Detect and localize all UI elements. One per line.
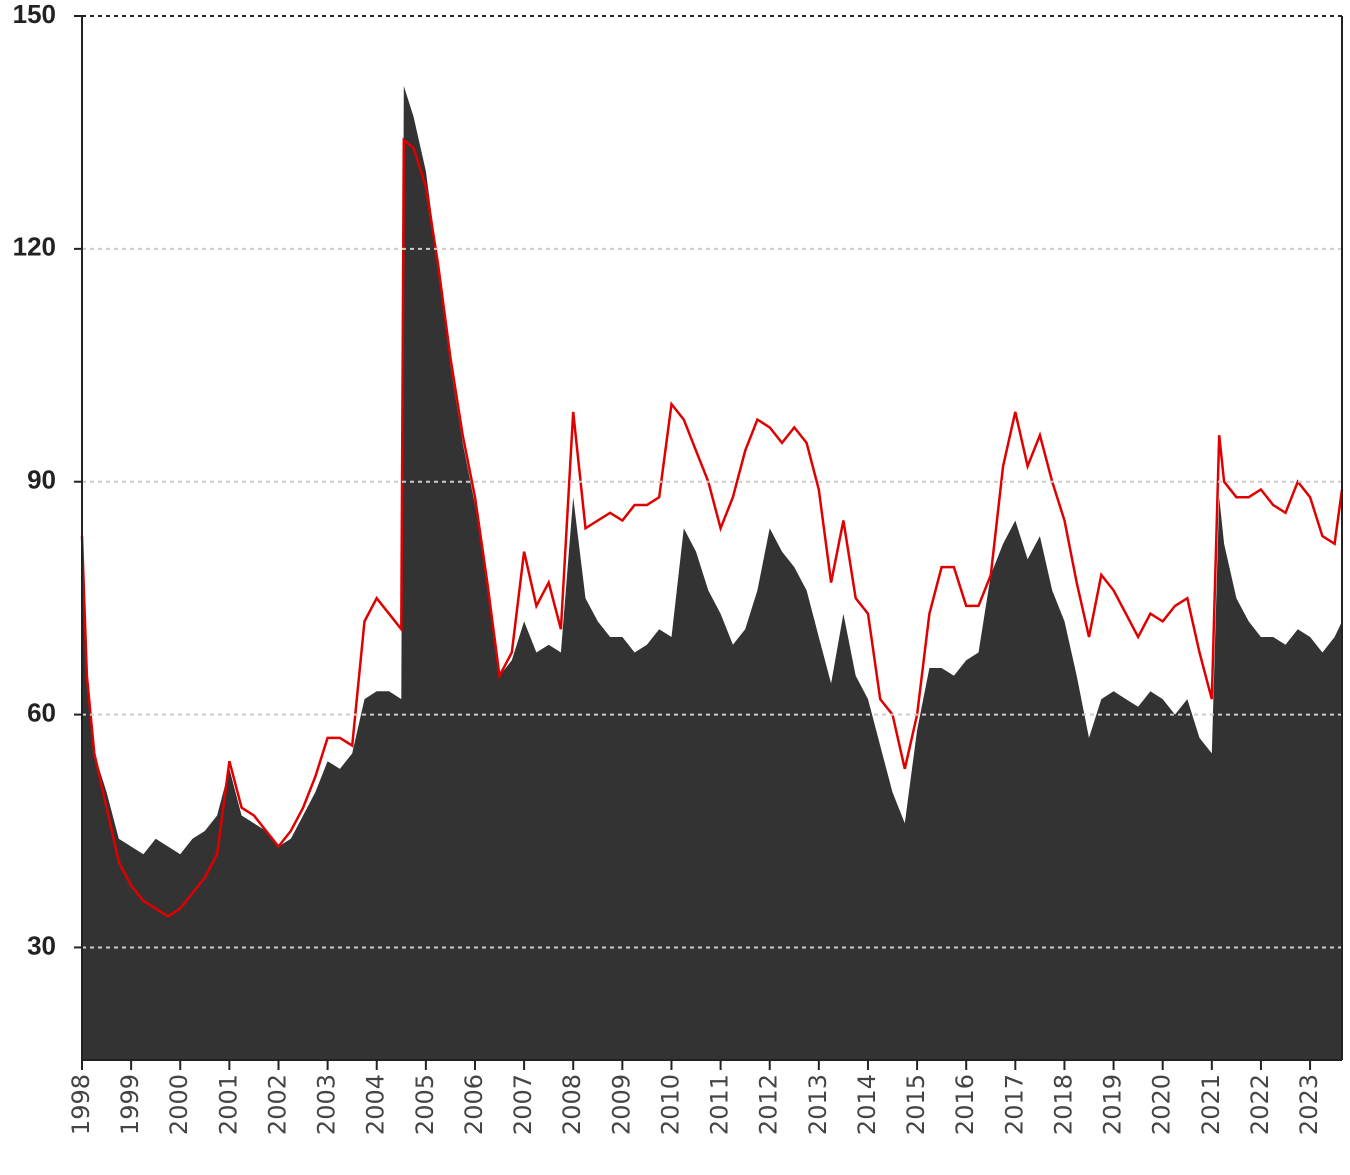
x-tick-label: 2012 <box>755 1074 783 1135</box>
x-tick-label: 2003 <box>313 1074 341 1135</box>
x-tick-label: 2010 <box>656 1074 684 1135</box>
x-tick-label: 2008 <box>558 1074 586 1135</box>
area <box>82 85 1342 1060</box>
y-tick-label: 60 <box>27 697 56 727</box>
x-tick-label: 2014 <box>853 1074 881 1135</box>
x-tick-label: 2016 <box>951 1074 979 1135</box>
x-tick-label: 1999 <box>116 1074 144 1135</box>
x-tick-label: 2011 <box>706 1074 734 1135</box>
x-tick-label: 2019 <box>1099 1074 1127 1135</box>
x-tick-label: 2013 <box>804 1074 832 1135</box>
y-tick-label: 90 <box>27 465 56 495</box>
y-tick-label: 120 <box>13 232 56 262</box>
x-tick-label: 2004 <box>362 1074 390 1135</box>
x-tick-label: 2023 <box>1295 1074 1323 1135</box>
x-tick-label: 2001 <box>214 1074 242 1135</box>
y-tick-label: 30 <box>27 930 56 960</box>
x-tick-label: 2002 <box>263 1074 291 1135</box>
x-tick-label: 2018 <box>1049 1074 1077 1135</box>
y-tick-label: 150 <box>13 0 56 29</box>
x-tick-label: 2009 <box>607 1074 635 1135</box>
x-tick-label: 2006 <box>460 1074 488 1135</box>
x-tick-label: 2007 <box>509 1074 537 1135</box>
x-tick-label: 2022 <box>1246 1074 1274 1135</box>
x-tick-label: 2005 <box>411 1074 439 1135</box>
x-tick-label: 2000 <box>165 1074 193 1135</box>
x-tick-label: 1998 <box>67 1074 95 1135</box>
x-tick-label: 2015 <box>902 1074 930 1135</box>
x-tick-label: 2021 <box>1197 1074 1225 1135</box>
x-tick-label: 2020 <box>1148 1074 1176 1135</box>
x-tick-label: 2017 <box>1000 1074 1028 1135</box>
